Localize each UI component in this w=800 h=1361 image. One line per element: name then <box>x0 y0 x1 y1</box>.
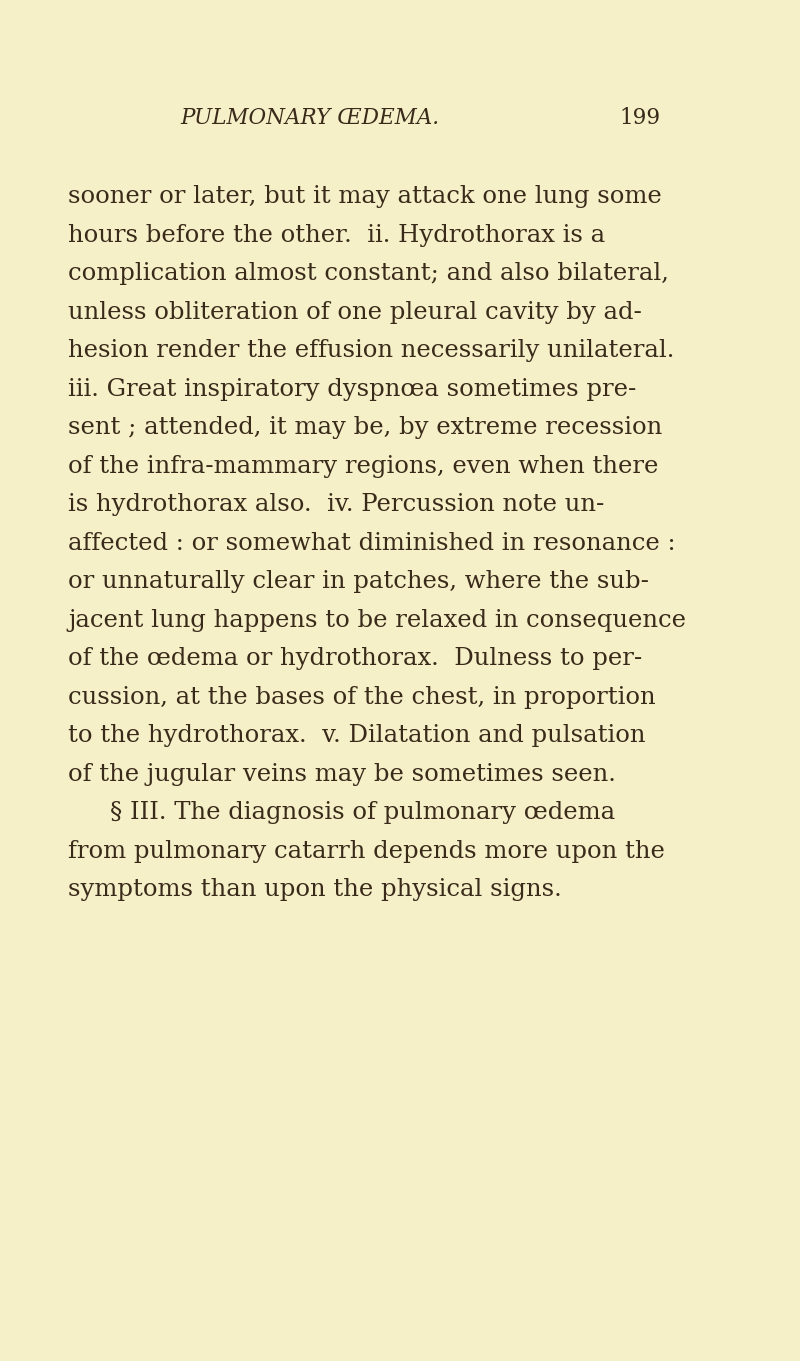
Text: iii. Great inspiratory dyspnœa sometimes pre-: iii. Great inspiratory dyspnœa sometimes… <box>68 377 636 400</box>
Text: symptoms than upon the physical signs.: symptoms than upon the physical signs. <box>68 878 562 901</box>
Text: unless obliteration of one pleural cavity by ad-: unless obliteration of one pleural cavit… <box>68 301 642 324</box>
Text: or unnaturally clear in patches, where the sub-: or unnaturally clear in patches, where t… <box>68 570 649 593</box>
Text: sent ; attended, it may be, by extreme recession: sent ; attended, it may be, by extreme r… <box>68 416 662 440</box>
Text: is hydrothorax also.  iv. Percussion note un-: is hydrothorax also. iv. Percussion note… <box>68 493 604 516</box>
Text: 199: 199 <box>619 108 661 129</box>
Text: hours before the other.  ii. Hydrothorax is a: hours before the other. ii. Hydrothorax … <box>68 223 605 246</box>
Text: of the jugular veins may be sometimes seen.: of the jugular veins may be sometimes se… <box>68 762 616 785</box>
Text: PULMONARY ŒDEMA.: PULMONARY ŒDEMA. <box>181 108 439 129</box>
Text: from pulmonary catarrh depends more upon the: from pulmonary catarrh depends more upon… <box>68 840 665 863</box>
Text: hesion render the effusion necessarily unilateral.: hesion render the effusion necessarily u… <box>68 339 674 362</box>
Text: to the hydrothorax.  v. Dilatation and pulsation: to the hydrothorax. v. Dilatation and pu… <box>68 724 646 747</box>
Text: of the œdema or hydrothorax.  Dulness to per-: of the œdema or hydrothorax. Dulness to … <box>68 646 642 670</box>
Text: jacent lung happens to be relaxed in consequence: jacent lung happens to be relaxed in con… <box>68 608 686 632</box>
Text: § III. The diagnosis of pulmonary œdema: § III. The diagnosis of pulmonary œdema <box>110 802 615 823</box>
Text: affected : or somewhat diminished in resonance :: affected : or somewhat diminished in res… <box>68 532 676 554</box>
Text: cussion, at the bases of the chest, in proportion: cussion, at the bases of the chest, in p… <box>68 686 656 709</box>
Text: complication almost constant; and also bilateral,: complication almost constant; and also b… <box>68 263 669 284</box>
Text: of the infra-mammary regions, even when there: of the infra-mammary regions, even when … <box>68 455 658 478</box>
Text: sooner or later, but it may attack one lung some: sooner or later, but it may attack one l… <box>68 185 662 208</box>
